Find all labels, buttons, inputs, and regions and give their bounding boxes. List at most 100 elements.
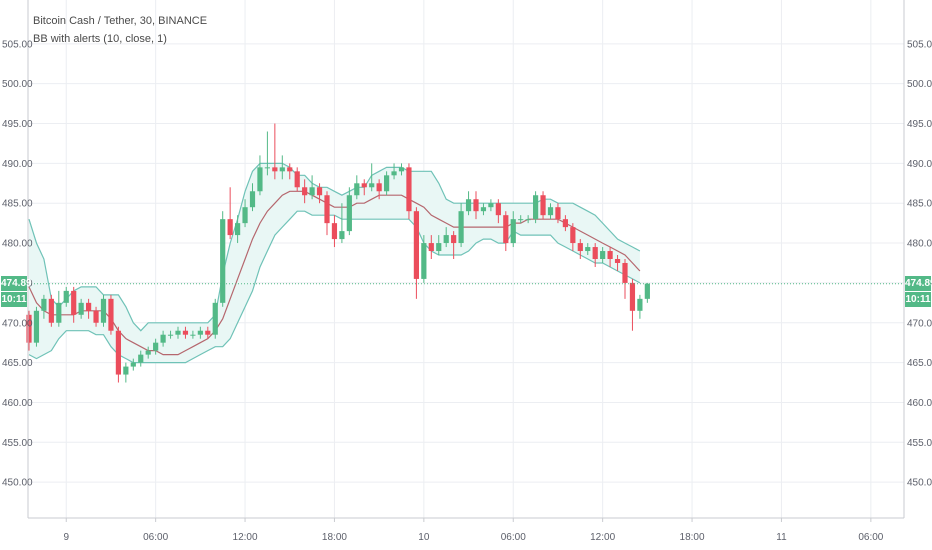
y-tick-label-left: 490.00 (2, 159, 33, 170)
candle-body (71, 290, 77, 315)
x-tick-label: 18:00 (680, 532, 705, 543)
candle (547, 203, 554, 220)
y-tick-label-left: 470.00 (2, 318, 33, 329)
x-tick-label: 12:00 (233, 532, 258, 543)
candle (510, 211, 516, 248)
candle-body (78, 302, 84, 315)
candle (41, 294, 47, 319)
indicator-title: BB with alerts (10, close, 1) (33, 33, 167, 45)
candle-body (451, 235, 457, 244)
bollinger-band-fill (29, 163, 640, 363)
candle-body (212, 302, 218, 335)
candle-body (600, 251, 606, 259)
candle-body (257, 167, 263, 192)
candle-body (108, 298, 114, 331)
candle (86, 298, 92, 319)
candle (570, 223, 576, 252)
candle-body (115, 330, 121, 375)
candle (145, 346, 151, 359)
candle (555, 203, 561, 224)
candle-body (175, 330, 181, 335)
candle-body (220, 219, 226, 303)
candle-body (100, 298, 107, 323)
candle-body (592, 247, 598, 259)
y-tick-label-right: 455.00 (907, 438, 932, 449)
last-price-tag-right: 474.89 (905, 275, 932, 291)
candle (451, 231, 457, 259)
y-tick-label-right: 495.00 (907, 119, 932, 130)
candle-body (369, 183, 375, 188)
candle-body (570, 227, 576, 244)
candle (562, 215, 568, 232)
x-tick-label: 11 (776, 532, 787, 543)
y-tick-label-right: 470.00 (907, 318, 932, 329)
candle (577, 239, 583, 259)
candle-body (354, 183, 360, 196)
candle-body (272, 167, 278, 172)
candle-body (33, 310, 40, 343)
candle (436, 235, 442, 256)
candle-body (473, 199, 479, 212)
candle-body (622, 262, 628, 283)
candle-body (123, 366, 129, 375)
y-tick-label-left: 485.00 (2, 199, 33, 210)
candle-body (503, 215, 509, 244)
candle-body (443, 235, 449, 244)
y-tick-label-right: 465.00 (907, 358, 932, 369)
candle-body (421, 243, 427, 279)
candle (227, 187, 233, 240)
candle (264, 131, 270, 176)
candle (197, 326, 203, 339)
candle (503, 211, 509, 252)
candle (279, 155, 285, 180)
candle-body (510, 219, 516, 244)
candle (78, 298, 84, 319)
candle-body (428, 243, 434, 252)
grid-lines (28, 0, 904, 518)
candle (302, 179, 308, 204)
candle-body (167, 334, 174, 336)
candle (398, 163, 405, 176)
candle-body (339, 231, 345, 240)
candle (153, 338, 159, 355)
candle (458, 203, 464, 248)
candle (339, 203, 345, 244)
x-tick-label: 06:00 (143, 532, 168, 543)
candle-body (488, 203, 494, 208)
candle (316, 183, 323, 204)
candle (637, 294, 643, 319)
candle-body (309, 187, 315, 196)
candle (525, 215, 531, 224)
candle-body (48, 298, 54, 323)
candle (324, 191, 330, 236)
x-tick-label: 06:00 (858, 532, 883, 543)
bar-timer-tag-right: 10:11 (905, 291, 931, 307)
candle-body (458, 211, 464, 244)
candle (518, 215, 524, 224)
candle (115, 326, 121, 383)
candle-body (264, 167, 270, 169)
candle-body (63, 290, 69, 303)
candle-body (436, 243, 442, 252)
candle-body (93, 310, 99, 323)
candle-body (376, 183, 382, 192)
candle (600, 247, 606, 263)
candle-body (153, 342, 159, 351)
candle (331, 215, 338, 248)
candle-body (384, 175, 390, 192)
bollinger-basis-line (28, 190, 641, 356)
candle (26, 310, 32, 351)
y-tick-label-right: 460.00 (907, 398, 932, 409)
candle-body (242, 207, 248, 224)
candle-body (197, 330, 203, 335)
candle (138, 350, 144, 367)
candle-body (160, 334, 166, 343)
y-tick-label-left: 480.00 (2, 239, 33, 250)
candle-body (480, 207, 487, 212)
candle (249, 183, 256, 212)
y-tick-label-left: 460.00 (2, 398, 33, 409)
x-tick-label: 12:00 (590, 532, 615, 543)
candle (376, 179, 382, 200)
